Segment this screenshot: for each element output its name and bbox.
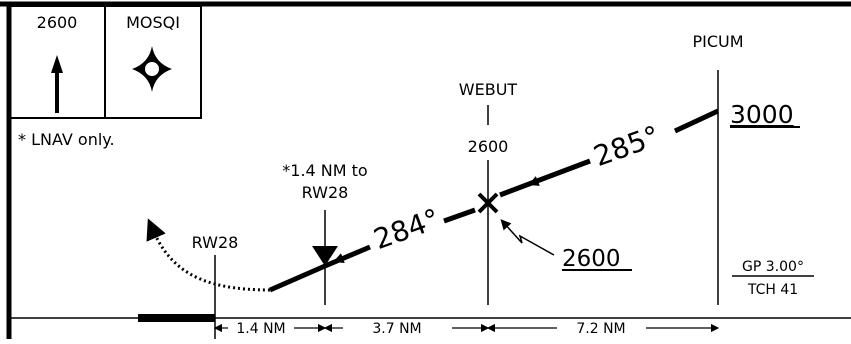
distance-2: 3.7 NM bbox=[372, 321, 421, 337]
min-altitude: 2600 bbox=[37, 13, 78, 32]
path-segment-4 bbox=[673, 108, 720, 134]
stepdown-note-line1: *1.4 NM to bbox=[282, 161, 367, 180]
waypoint-box bbox=[104, 5, 202, 119]
altitude-pointer-icon bbox=[500, 219, 555, 256]
stepdown-note-line2: RW28 bbox=[302, 183, 349, 202]
distance-3: 7.2 NM bbox=[576, 321, 625, 337]
outer-course: 285° bbox=[589, 119, 664, 173]
stepdown-triangle-icon bbox=[312, 246, 338, 266]
missed-approach-path bbox=[146, 218, 271, 292]
webut-fix-x-icon bbox=[477, 192, 499, 214]
glidepath-tch: TCH 41 bbox=[747, 282, 798, 298]
waypoint-name: MOSQI bbox=[126, 13, 180, 32]
up-arrow-icon bbox=[51, 55, 63, 113]
course-arrow-inner bbox=[333, 249, 365, 264]
distance-1: 1.4 NM bbox=[236, 321, 285, 337]
runway-label: RW28 bbox=[192, 233, 239, 252]
webut-altitude-below: 2600 bbox=[562, 246, 621, 272]
final-segment bbox=[269, 263, 326, 293]
lnav-note: * LNAV only. bbox=[18, 130, 115, 149]
course-arrow-outer bbox=[528, 171, 561, 186]
webut-label: WEBUT bbox=[459, 80, 518, 99]
waypoint-center bbox=[143, 60, 161, 78]
inner-course: 284° bbox=[369, 202, 444, 256]
webut-altitude-above: 2600 bbox=[468, 137, 509, 156]
runway-bar bbox=[138, 314, 215, 322]
picum-label: PICUM bbox=[692, 32, 743, 51]
picum-altitude: 3000 bbox=[730, 100, 794, 129]
glidepath-angle: GP 3.00° bbox=[742, 259, 804, 275]
path-segment-2 bbox=[443, 207, 476, 224]
